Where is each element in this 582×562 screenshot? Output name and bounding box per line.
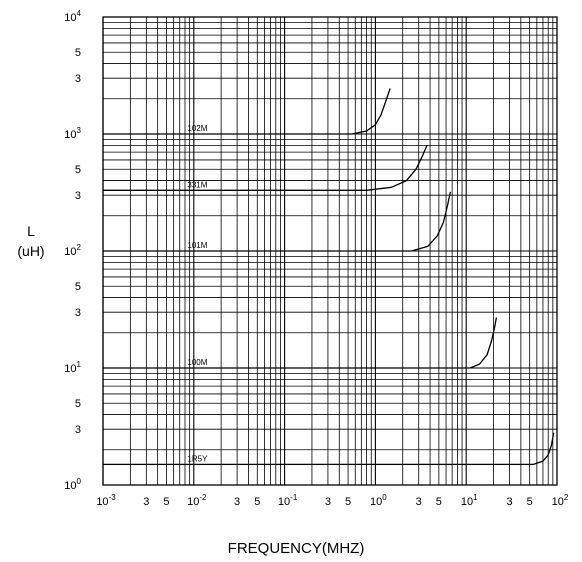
x-tick-label: 5 — [527, 496, 533, 508]
y-axis-title-line2: (uH) — [17, 243, 44, 259]
y-tick-label: 101 — [64, 360, 81, 375]
x-tick-label: 3 — [143, 496, 149, 508]
series-label-100m: 100M — [187, 358, 207, 367]
series-label-1r5y: 1R5Y — [187, 454, 208, 463]
y-tick-label: 3 — [75, 73, 81, 85]
y-tick-label: 102 — [64, 243, 81, 258]
x-tick-label: 5 — [254, 496, 260, 508]
y-axis-title-line1: L — [27, 223, 35, 239]
series-curve-100m — [103, 317, 498, 369]
x-tick-label: 10-2 — [187, 493, 207, 508]
x-tick-label: 3 — [325, 496, 331, 508]
x-axis-title: FREQUENCY(MHZ) — [228, 540, 365, 557]
x-tick-label: 3 — [234, 496, 240, 508]
x-tick-label: 102 — [552, 493, 569, 508]
y-tick-label: 100 — [64, 477, 81, 492]
x-tick-label: 3 — [506, 496, 512, 508]
y-tick-labels: 100 3 5 101 3 5 102 3 5 103 3 5 104 — [64, 9, 81, 492]
x-tick-labels: 10-3 3 5 10-2 3 5 10-1 3 5 100 3 5 101 3 5 102 — [96, 493, 569, 508]
y-tick-label: 104 — [64, 9, 81, 24]
series-label-331m: 331M — [187, 180, 207, 189]
y-tick-label: 3 — [75, 424, 81, 436]
y-tick-label: 5 — [75, 281, 81, 293]
x-tick-label: 10-1 — [278, 493, 298, 508]
series-curve-1r5y — [103, 432, 555, 466]
y-tick-label: 5 — [75, 47, 81, 59]
series-label-101m: 101M — [187, 241, 207, 250]
x-tick-label: 100 — [370, 493, 387, 508]
series-curve-331m — [103, 145, 428, 191]
y-tick-label: 5 — [75, 398, 81, 410]
series-curve-102m — [103, 88, 391, 135]
x-tick-label: 10-3 — [96, 493, 116, 508]
plot-frame — [102, 16, 558, 486]
x-tick-label: 3 — [416, 496, 422, 508]
series-curves — [103, 88, 555, 466]
x-tick-label: 5 — [163, 496, 169, 508]
x-tick-label: 5 — [345, 496, 351, 508]
y-tick-label: 3 — [75, 190, 81, 202]
x-tick-label: 5 — [436, 496, 442, 508]
series-curve-101m — [103, 191, 452, 252]
y-tick-label: 5 — [75, 164, 81, 176]
y-tick-label: 103 — [64, 126, 81, 141]
series-label-102m: 102M — [187, 124, 207, 133]
y-tick-label: 3 — [75, 307, 81, 319]
x-tick-label: 101 — [461, 493, 478, 508]
series-labels: 102M 331M 101M 100M 1R5Y — [187, 124, 208, 463]
